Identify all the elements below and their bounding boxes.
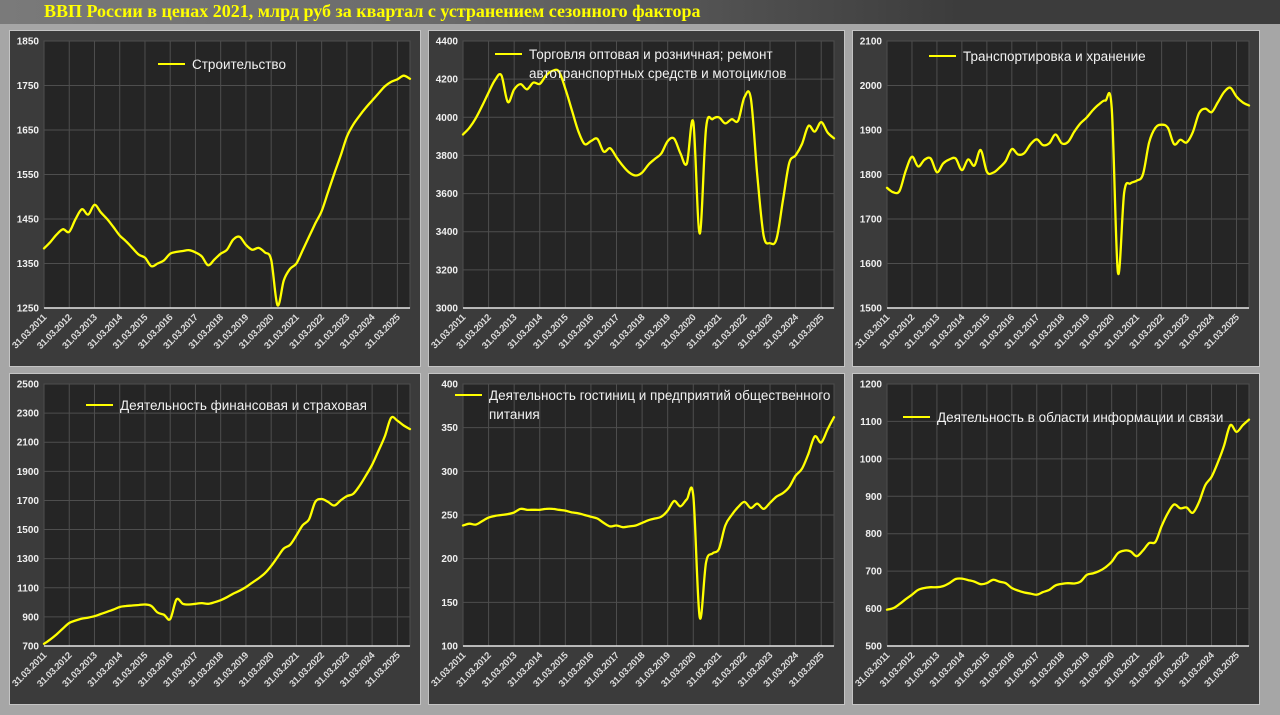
- svg-text:600: 600: [865, 604, 882, 615]
- svg-text:900: 900: [865, 492, 882, 503]
- chart-panel-finance: Деятельность финансовая и страховая 2500…: [9, 373, 421, 705]
- svg-text:3400: 3400: [436, 227, 459, 238]
- svg-text:1250: 1250: [17, 304, 40, 315]
- svg-text:1500: 1500: [860, 304, 883, 315]
- page-title: ВВП России в ценах 2021, млрд руб за ква…: [44, 1, 701, 21]
- svg-text:1100: 1100: [17, 583, 39, 594]
- svg-text:350: 350: [441, 423, 458, 434]
- svg-text:1800: 1800: [860, 170, 883, 181]
- chart-panel-transport: Транспортировка и хранение 2100 2000 1900 1…: [852, 30, 1260, 367]
- svg-text:900: 900: [22, 612, 39, 623]
- svg-text:700: 700: [22, 642, 39, 653]
- svg-text:1750: 1750: [17, 81, 40, 92]
- svg-text:1900: 1900: [860, 126, 883, 137]
- chart-panel-trade: Торговля оптовая и розничная; ремонт авт…: [428, 30, 845, 367]
- svg-text:1700: 1700: [17, 496, 40, 507]
- svg-text:1300: 1300: [17, 554, 40, 565]
- svg-text:3800: 3800: [436, 151, 459, 162]
- page-title-bar: ВВП России в ценах 2021, млрд руб за ква…: [0, 0, 1280, 24]
- svg-text:1850: 1850: [17, 37, 40, 48]
- svg-text:250: 250: [441, 511, 458, 522]
- svg-text:1200: 1200: [860, 380, 883, 391]
- svg-text:1550: 1550: [17, 170, 40, 181]
- svg-text:3600: 3600: [436, 189, 459, 200]
- svg-text:2000: 2000: [860, 81, 883, 92]
- svg-text:1450: 1450: [17, 215, 40, 226]
- chart-panel-it-communication: Деятельность в области информации и связ…: [852, 373, 1260, 705]
- svg-text:2100: 2100: [17, 438, 40, 449]
- svg-text:200: 200: [441, 554, 458, 565]
- svg-text:1700: 1700: [860, 215, 883, 226]
- svg-text:300: 300: [441, 467, 458, 478]
- chart-panel-hotels: Деятельность гостиниц и предприятий обще…: [428, 373, 845, 705]
- chart-svg: 12001100100090080070060050031.03.201131.…: [853, 380, 1251, 690]
- svg-text:1000: 1000: [860, 454, 883, 465]
- svg-text:3000: 3000: [436, 304, 459, 315]
- svg-text:1600: 1600: [860, 259, 883, 270]
- chart-svg: 185017501650155014501350125031.03.201131…: [10, 37, 412, 352]
- svg-text:4400: 4400: [436, 37, 459, 48]
- svg-text:1650: 1650: [17, 126, 40, 137]
- svg-text:500: 500: [865, 642, 882, 653]
- svg-text:1100: 1100: [860, 417, 882, 428]
- svg-text:2300: 2300: [17, 409, 40, 420]
- svg-text:100: 100: [441, 642, 458, 653]
- svg-text:150: 150: [441, 598, 458, 609]
- chart-svg: 210020001900180017001600150031.03.201131…: [853, 37, 1251, 352]
- svg-text:2500: 2500: [17, 380, 40, 391]
- svg-text:1500: 1500: [17, 525, 40, 536]
- svg-text:1350: 1350: [17, 259, 40, 270]
- chart-svg: 2500230021001900170015001300110090070031…: [10, 380, 412, 690]
- svg-text:2100: 2100: [860, 37, 883, 48]
- chart-svg: 40035030025020015010031.03.201131.03.201…: [429, 380, 836, 690]
- svg-text:3200: 3200: [436, 265, 459, 276]
- svg-text:1900: 1900: [17, 467, 40, 478]
- svg-text:4200: 4200: [436, 75, 459, 86]
- svg-text:4000: 4000: [436, 113, 459, 124]
- chart-panel-construction: Строительство 1850 1750 1650 1550 1450 1350 12…: [9, 30, 421, 367]
- svg-text:800: 800: [865, 529, 882, 540]
- svg-text:700: 700: [865, 567, 882, 578]
- svg-text:400: 400: [441, 380, 458, 391]
- chart-svg: 4400420040003800360034003200300031.03.20…: [429, 37, 836, 352]
